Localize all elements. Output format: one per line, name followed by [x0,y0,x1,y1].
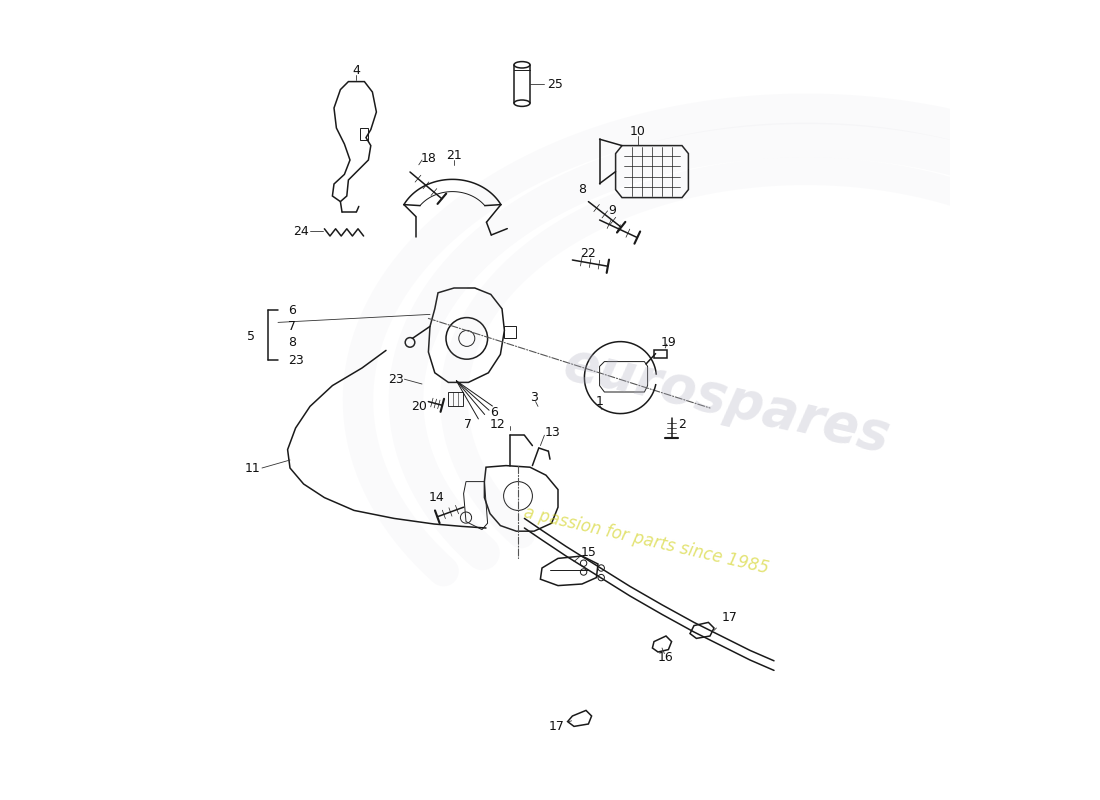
Text: 16: 16 [658,651,674,664]
Circle shape [581,569,586,575]
Text: 15: 15 [581,546,596,558]
Text: 25: 25 [548,78,563,90]
Text: 1: 1 [596,395,604,408]
Text: 20: 20 [411,400,427,413]
Text: 19: 19 [660,336,676,349]
Text: 6: 6 [288,304,296,317]
Bar [654,350,667,358]
Text: eurospares: eurospares [558,337,894,463]
Text: 24: 24 [293,225,308,238]
Circle shape [598,565,604,571]
Text: 8: 8 [578,183,586,196]
Text: 7: 7 [464,418,472,430]
Circle shape [598,574,604,581]
Text: 7: 7 [288,320,296,333]
Text: 10: 10 [630,125,646,138]
Text: 6: 6 [491,406,498,419]
Text: 23: 23 [388,373,405,386]
Text: 17: 17 [722,611,738,624]
Text: 12: 12 [491,418,506,430]
Text: 8: 8 [288,336,296,349]
Text: 11: 11 [244,462,261,474]
Text: 14: 14 [429,491,444,504]
Text: 17: 17 [549,720,564,733]
Text: 22: 22 [581,247,596,260]
Text: 4: 4 [352,64,361,77]
Text: 2: 2 [678,418,686,430]
Text: 21: 21 [447,149,462,162]
Circle shape [405,338,415,347]
Text: 5: 5 [246,330,255,342]
Text: 3: 3 [530,391,538,404]
Circle shape [581,560,586,566]
Text: 18: 18 [420,152,437,165]
Text: 9: 9 [608,204,616,217]
Text: 23: 23 [288,354,304,366]
Text: a passion for parts since 1985: a passion for parts since 1985 [521,503,770,577]
Text: 13: 13 [544,426,560,438]
